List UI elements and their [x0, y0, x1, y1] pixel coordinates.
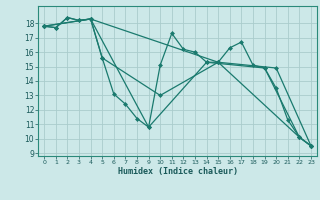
X-axis label: Humidex (Indice chaleur): Humidex (Indice chaleur): [118, 167, 238, 176]
